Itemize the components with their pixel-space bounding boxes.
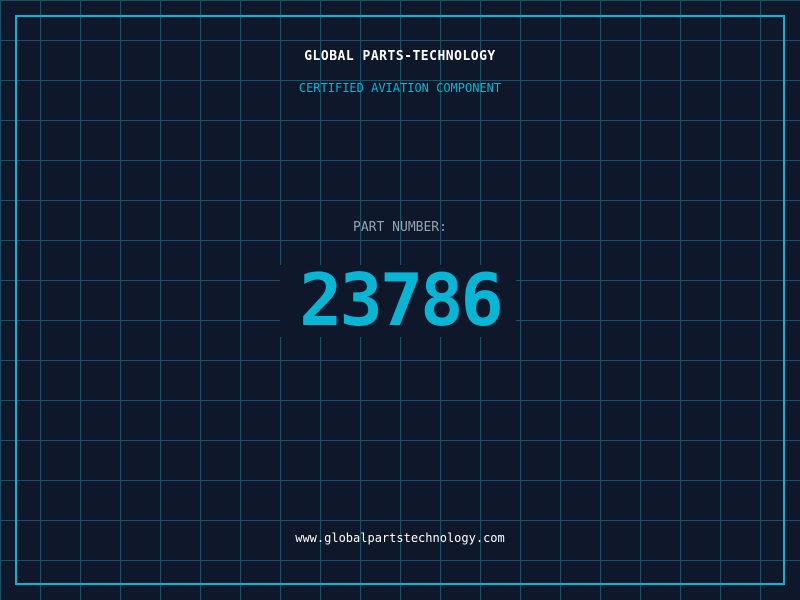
website-url: www.globalpartstechnology.com [295,531,505,545]
part-number-value: 23786 [299,258,504,342]
border-frame [15,15,785,585]
part-number-backdrop [280,265,516,337]
part-number-label: PART NUMBER: [353,220,447,235]
company-title: GLOBAL PARTS-TECHNOLOGY [304,49,496,64]
subtitle: CERTIFIED AVIATION COMPONENT [298,81,502,95]
